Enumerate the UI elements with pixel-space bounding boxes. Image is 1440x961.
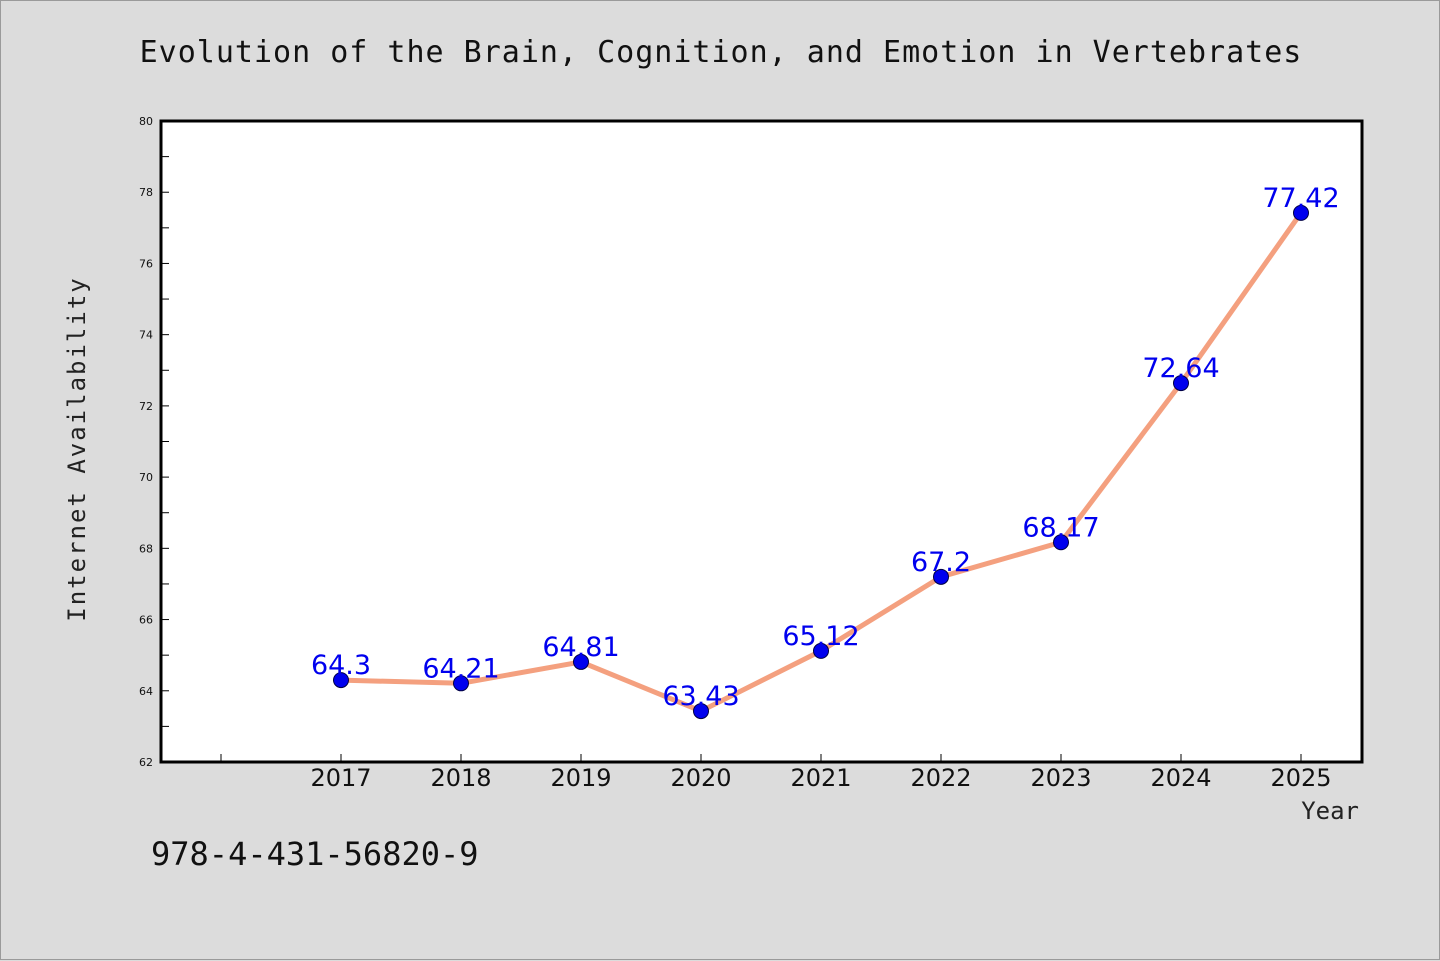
y-tick-label: 76 <box>139 257 153 270</box>
y-tick-label: 64 <box>139 685 153 698</box>
x-tick-label: 2019 <box>550 764 611 792</box>
data-point <box>813 642 829 659</box>
data-point <box>693 703 709 720</box>
data-label: 68.17 <box>1022 512 1099 543</box>
y-tick-label: 66 <box>139 614 153 627</box>
isbn-text: 978-4-431-56820-9 <box>151 835 479 873</box>
x-tick-label: 2025 <box>1270 764 1331 792</box>
x-tick-label: 2017 <box>310 764 371 792</box>
data-point <box>1053 534 1069 551</box>
x-axis-title: Year <box>1301 797 1359 825</box>
data-label: 72.64 <box>1142 353 1219 384</box>
data-point <box>573 653 589 670</box>
x-tick-label: 2022 <box>910 764 971 792</box>
y-axis-title: Internet Availability <box>63 276 91 622</box>
series-layer: 64.3 64.21 64.81 63.43 65.12 67.2 68.17 72.64 77… <box>311 183 1340 720</box>
chart-title: Evolution of the Brain, Cognition, and E… <box>139 35 1303 70</box>
data-label: 65.12 <box>782 621 859 652</box>
data-label: 64.3 <box>311 650 371 681</box>
data-label: 67.2 <box>911 547 971 578</box>
data-point <box>1173 375 1189 392</box>
plot-frame <box>159 119 1364 764</box>
data-point <box>333 672 349 689</box>
x-tick-label: 2021 <box>790 764 851 792</box>
data-point <box>453 675 469 692</box>
y-tick-label: 72 <box>139 400 153 413</box>
y-tick-label: 80 <box>139 115 153 128</box>
x-tick-label: 2024 <box>1150 764 1211 792</box>
y-tick-label: 78 <box>139 186 153 199</box>
x-tick-label: 2020 <box>670 764 731 792</box>
x-tick-label: 2018 <box>430 764 491 792</box>
data-label: 64.21 <box>422 653 499 684</box>
y-tick-label: 68 <box>139 542 153 555</box>
data-point <box>1293 204 1309 221</box>
data-label: 63.43 <box>662 681 739 712</box>
x-axis: 2017 2018 2019 2020 2021 2022 2023 2024 2025 <box>220 754 1332 792</box>
data-label: 77.42 <box>1262 183 1339 214</box>
y-tick-label: 70 <box>139 471 153 484</box>
y-tick-label: 74 <box>139 329 153 342</box>
data-point <box>933 568 949 585</box>
plot-area <box>161 121 1362 762</box>
data-label: 64.81 <box>542 632 619 663</box>
x-tick-label: 2023 <box>1030 764 1091 792</box>
y-tick-label: 62 <box>139 756 153 769</box>
